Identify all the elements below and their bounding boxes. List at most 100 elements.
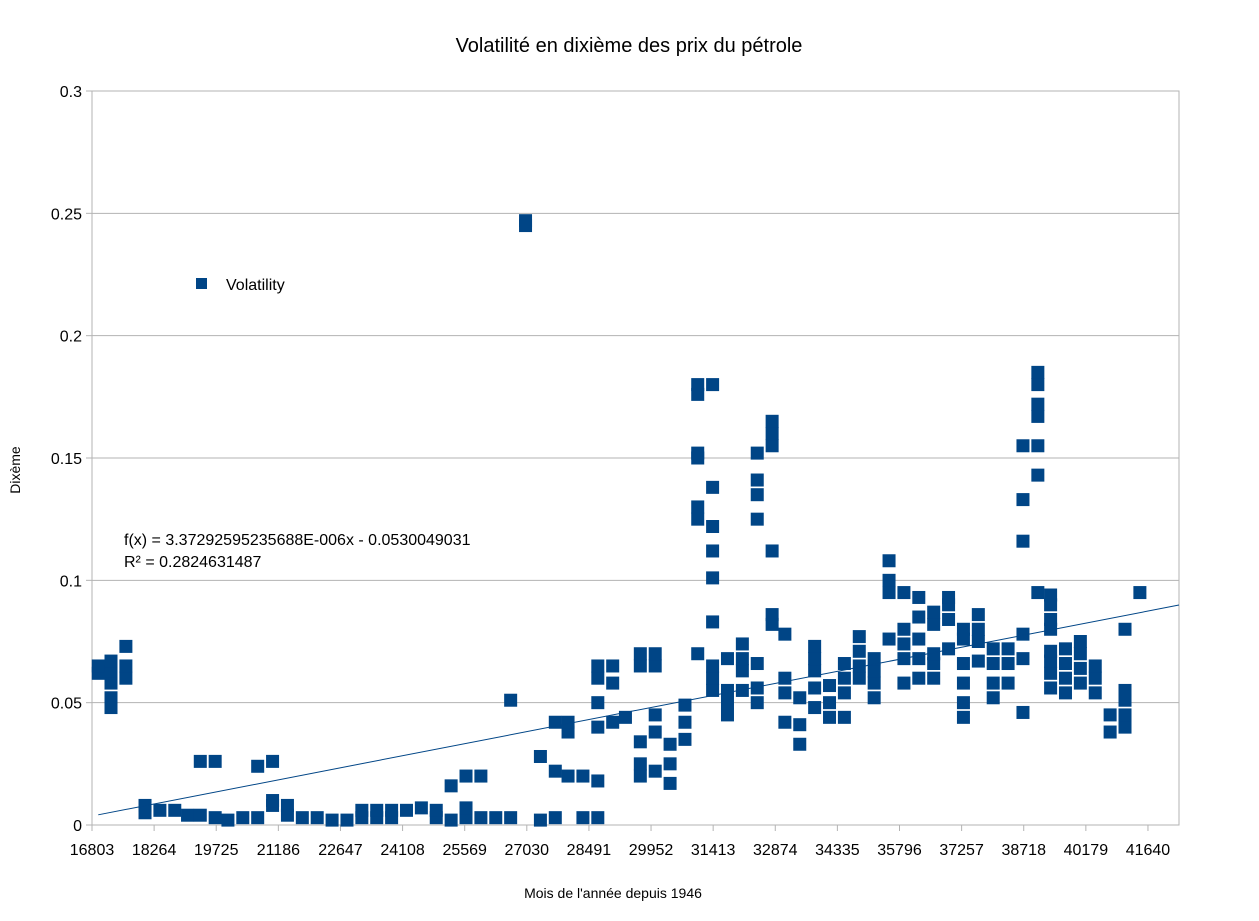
data-point — [459, 801, 473, 815]
data-point — [927, 605, 941, 619]
data-point — [1031, 409, 1045, 423]
data-point — [1133, 586, 1147, 600]
x-tick-label: 22647 — [318, 842, 363, 859]
data-point — [1001, 642, 1015, 656]
data-point — [1016, 627, 1030, 641]
data-point — [1031, 397, 1045, 411]
data-point — [1044, 666, 1058, 680]
x-tick-label: 37257 — [939, 842, 984, 859]
data-point — [706, 544, 720, 558]
data-point — [1044, 612, 1058, 626]
data-point — [971, 635, 985, 648]
data-point — [561, 715, 575, 729]
data-point — [897, 622, 911, 636]
legend-marker — [196, 278, 207, 289]
data-point — [808, 664, 822, 678]
data-point — [956, 657, 970, 671]
data-point — [897, 586, 911, 600]
data-point — [444, 813, 458, 827]
trendline-r-squared: R² = 0.2824631487 — [124, 554, 262, 571]
data-point — [706, 378, 720, 392]
data-point — [1058, 686, 1072, 700]
data-point — [720, 652, 734, 666]
data-point — [852, 644, 866, 658]
data-point — [251, 811, 265, 825]
legend: Volatility — [196, 277, 285, 294]
data-point — [591, 774, 605, 788]
data-point — [1001, 657, 1015, 671]
data-point — [1088, 671, 1102, 685]
chart-title: Volatilité en dixième des prix du pétrol… — [456, 35, 803, 57]
data-point — [793, 718, 807, 732]
data-point — [606, 715, 620, 729]
data-point — [208, 811, 222, 825]
data-point — [1073, 635, 1087, 648]
data-point — [548, 811, 562, 825]
data-point — [119, 659, 133, 673]
data-point — [606, 659, 620, 673]
data-point — [1044, 654, 1058, 668]
data-point — [633, 735, 647, 749]
data-point — [765, 427, 779, 441]
data-point — [823, 679, 837, 693]
x-tick-label: 38718 — [1001, 842, 1046, 859]
data-point — [971, 608, 985, 622]
data-point — [678, 732, 692, 746]
data-point — [504, 693, 518, 707]
data-point — [1058, 642, 1072, 656]
data-point — [576, 811, 590, 825]
data-point — [912, 590, 926, 604]
data-point — [735, 637, 749, 651]
x-tick-label: 40179 — [1064, 842, 1109, 859]
data-point — [778, 627, 792, 641]
data-point — [399, 803, 413, 817]
data-point — [663, 757, 677, 771]
data-point — [236, 811, 250, 825]
data-point — [1044, 681, 1058, 695]
data-point — [956, 622, 970, 636]
data-point — [119, 671, 133, 685]
data-point — [1031, 378, 1045, 392]
data-point — [474, 811, 488, 825]
data-point — [765, 544, 779, 558]
data-point — [808, 652, 822, 666]
data-point — [986, 676, 1000, 690]
data-point — [519, 214, 533, 228]
data-point — [561, 769, 575, 783]
data-point — [720, 708, 734, 722]
data-point — [706, 683, 720, 697]
data-point — [942, 590, 956, 604]
data-point — [735, 683, 749, 697]
data-point — [706, 659, 720, 673]
data-point — [1103, 725, 1117, 739]
x-tick-label: 31413 — [691, 842, 736, 859]
data-point — [956, 710, 970, 724]
data-point — [765, 414, 779, 428]
data-point — [221, 813, 235, 827]
data-point — [882, 586, 896, 600]
data-point — [1088, 659, 1102, 673]
data-point — [355, 803, 369, 817]
data-point — [1016, 493, 1030, 507]
data-point — [648, 659, 662, 673]
y-tick-label: 0.25 — [51, 206, 82, 223]
x-tick-label: 27030 — [505, 842, 550, 859]
data-points — [91, 214, 1147, 827]
y-tick-label: 0.15 — [51, 451, 82, 468]
data-point — [1073, 647, 1087, 661]
data-point — [678, 715, 692, 729]
data-point — [1031, 365, 1045, 379]
data-point — [897, 637, 911, 651]
data-point — [208, 754, 222, 768]
data-point — [720, 696, 734, 710]
data-point — [1016, 439, 1030, 453]
data-point — [927, 671, 941, 685]
data-point — [576, 769, 590, 783]
data-point — [1118, 622, 1132, 636]
data-point — [735, 652, 749, 666]
data-point — [837, 710, 851, 724]
y-tick-label: 0.05 — [51, 696, 82, 713]
data-point — [1044, 588, 1058, 602]
data-point — [691, 387, 705, 401]
